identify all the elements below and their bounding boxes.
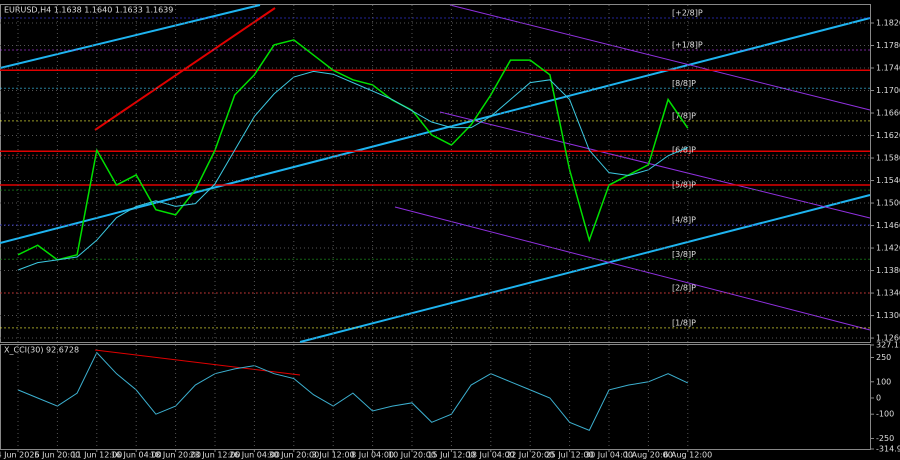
- trend-line: [299, 194, 871, 343]
- y-tick-label: 1.1346: [876, 289, 900, 298]
- y-tick-label: 1.1626: [876, 131, 900, 140]
- y-tick-label: 1.1306: [876, 311, 900, 320]
- y-tick-label: 100: [876, 377, 891, 386]
- y-tick-label: 0: [876, 393, 881, 402]
- channel-line: [449, 4, 871, 111]
- x-tick-label: 23 Jun 12:00: [190, 451, 241, 460]
- trend-line: [0, 4, 261, 69]
- trend-line: [94, 7, 276, 131]
- price-frame: [0, 4, 871, 343]
- x-tick-label: 6 Aug 12:00: [663, 451, 712, 460]
- murray-label: [2/8]P: [672, 284, 696, 293]
- cci-frame: [0, 344, 871, 450]
- x-tick-label: 8 Jul 04:00: [351, 451, 394, 460]
- y-tick-label: 1.1786: [876, 41, 900, 50]
- murray-label: [7/8]P: [672, 111, 696, 120]
- series-line: [17, 351, 689, 432]
- x-tick-label: 30 Jul 04:00: [585, 451, 633, 460]
- trend-lines: [0, 4, 871, 376]
- x-tick-label: 10 Jul 20:00: [388, 451, 436, 460]
- x-tick-label: 30 Jun 20:00: [268, 451, 319, 460]
- murray-label: [5/8]P: [672, 181, 696, 190]
- y-tick-label: 1.1826: [876, 19, 900, 28]
- channel-line: [394, 206, 871, 331]
- x-tick-label: 25 Jul 12:00: [546, 451, 594, 460]
- y-tick-label: -100: [876, 410, 894, 419]
- y-tick-label: -250: [876, 434, 894, 443]
- series-line: [17, 39, 689, 261]
- trend-line: [0, 17, 871, 244]
- murray-label: [3/8]P: [672, 250, 696, 259]
- y-tick-label: 1.1506: [876, 199, 900, 208]
- x-tick-label: 22 Jul 20:00: [506, 451, 554, 460]
- y-tick-label: 1.1586: [876, 154, 900, 163]
- murray-label: [6/8]P: [672, 146, 696, 155]
- x-tick-label: 1 Aug 20:00: [624, 451, 673, 460]
- murray-label: [1/8]P: [672, 318, 696, 327]
- cci-title: X_CCI(30) 92.6728: [4, 346, 79, 355]
- x-tick-label: 3 Jul 12:00: [312, 451, 355, 460]
- y-tick-label: 1.1386: [876, 266, 900, 275]
- x-tick-label: 4 Jun 2025: [0, 451, 40, 460]
- y-tick-label: 1.1666: [876, 109, 900, 118]
- x-tick-label: 6 Jun 20:00: [35, 451, 81, 460]
- y-tick-label: -314.975: [876, 445, 900, 454]
- series-line: [17, 70, 688, 271]
- y-tick-label: 1.1266: [876, 334, 900, 343]
- y-tick-label: 327.116: [876, 341, 900, 350]
- x-tick-label: 26 Jun 04:00: [229, 451, 280, 460]
- x-tick-label: 11 Jun 12:00: [71, 451, 122, 460]
- murray-label: [+2/8]P: [672, 8, 703, 17]
- y-tick-label: 1.1546: [876, 176, 900, 185]
- y-tick-label: 1.1466: [876, 221, 900, 230]
- x-tick-label: 16 Jun 04:00: [111, 451, 162, 460]
- x-tick-label: 18 Jun 20:00: [150, 451, 201, 460]
- murray-label: [4/8]P: [672, 215, 696, 224]
- murray-label: [8/8]P: [672, 79, 696, 88]
- y-tick-label: 1.1426: [876, 244, 900, 253]
- price-title: EURUSD,H4 1.1638 1.1640 1.1633 1.1639: [4, 6, 173, 15]
- y-tick-label: 1.1746: [876, 64, 900, 73]
- x-tick-label: 15 Jul 12:00: [427, 451, 475, 460]
- x-tick-label: 18 Jul 04:00: [467, 451, 515, 460]
- y-tick-label: 250: [876, 353, 891, 362]
- y-tick-label: 1.1706: [876, 86, 900, 95]
- cci-divergence-line: [94, 349, 301, 376]
